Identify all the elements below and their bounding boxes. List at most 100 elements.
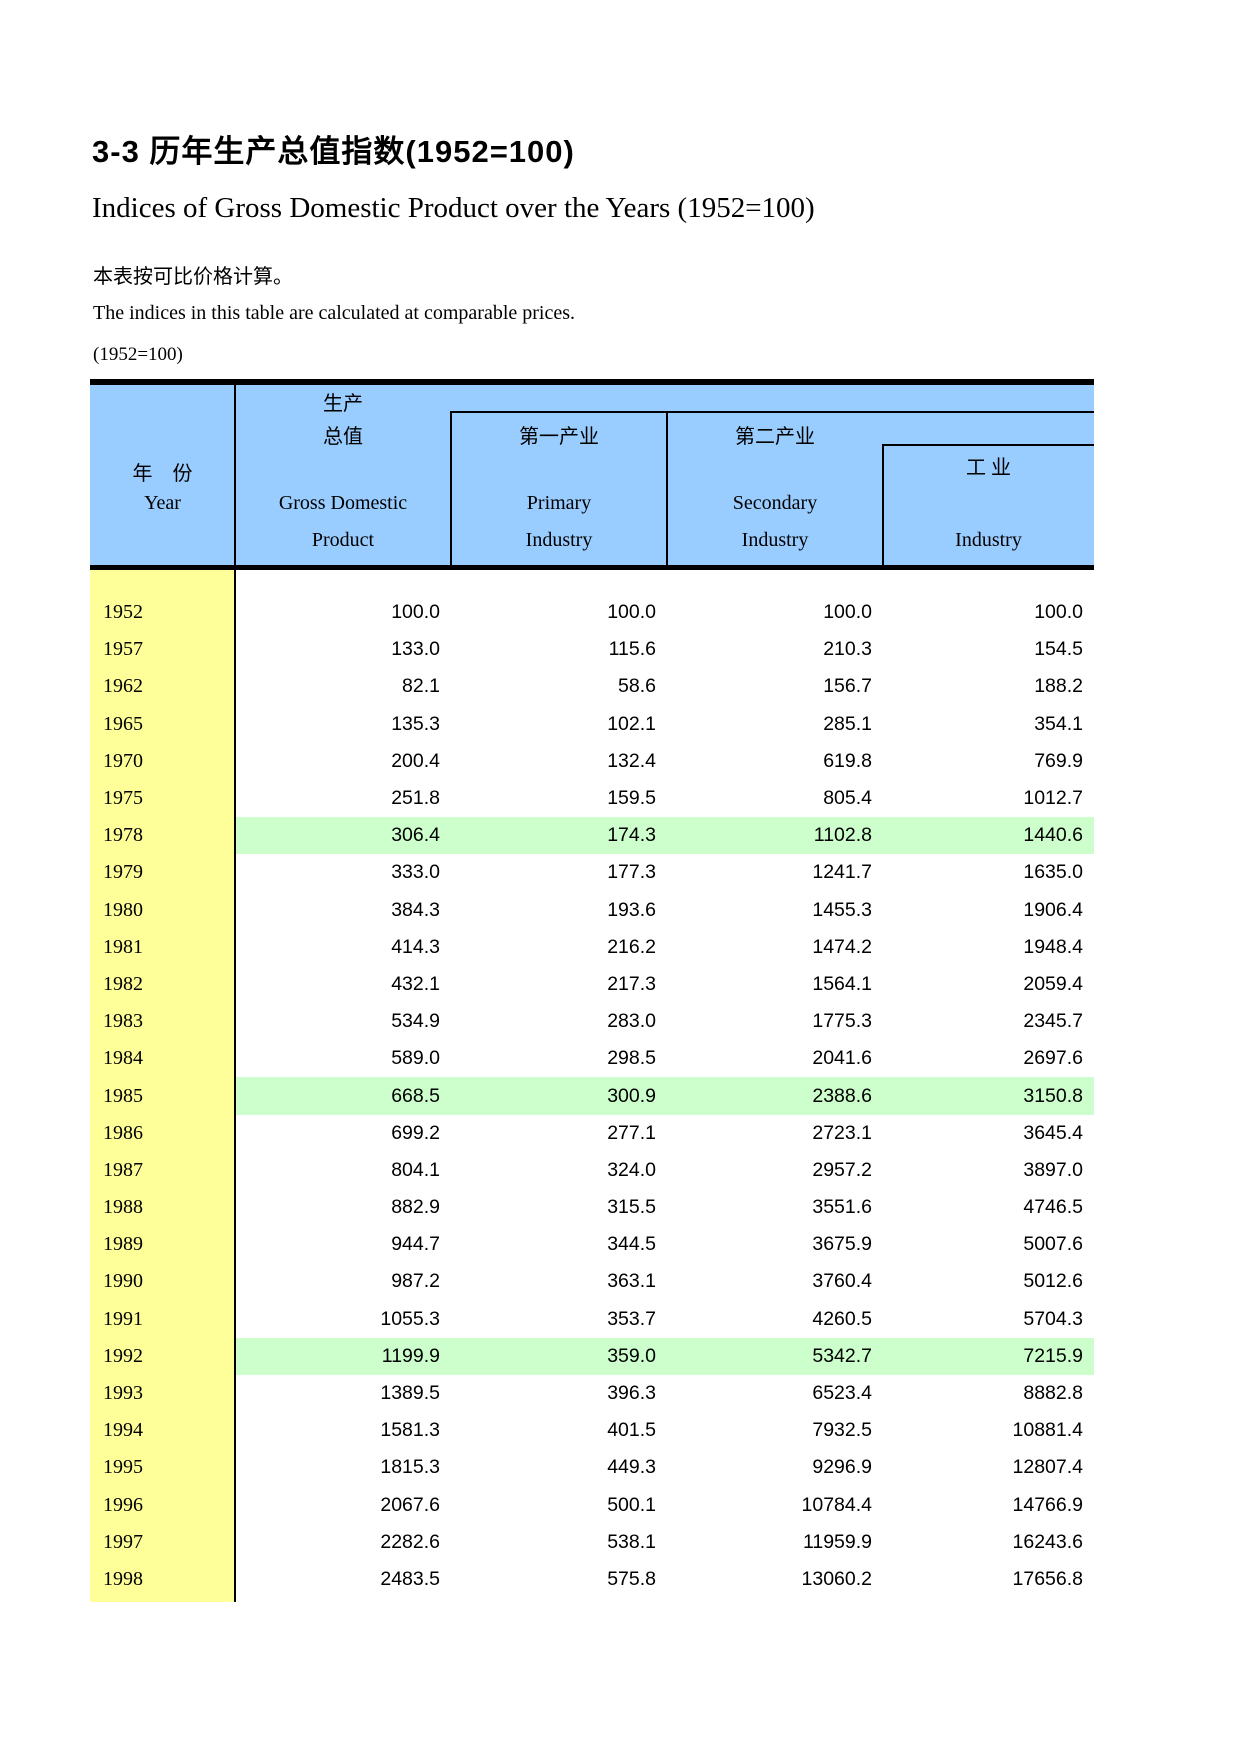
industry-box-top-line [883,444,1094,446]
gdp-value-cell: 251.8 [391,787,440,810]
secondary-industry-value-cell: 3760.4 [812,1270,872,1293]
year-cell: 1991 [103,1307,143,1330]
year-cell: 1993 [103,1382,143,1405]
year-cell: 1984 [103,1047,143,1070]
primary-industry-value-cell: 538.1 [607,1530,656,1553]
year-cell: 1987 [103,1158,143,1181]
gdp-value-cell: 987.2 [391,1270,440,1293]
industry-value-cell: 3645.4 [1023,1121,1083,1144]
year-cell: 1990 [103,1270,143,1293]
industry-value-cell: 1635.0 [1023,861,1083,884]
industry-value-cell: 7215.9 [1023,1344,1083,1367]
header-primary-en-line2: Industry [525,529,593,551]
primary-industry-value-cell: 396.3 [607,1382,656,1405]
industry-value-cell: 17656.8 [1012,1567,1084,1590]
table-row: 1962 82.1 58.6 156.7 188.2 [90,668,1094,705]
row-data-area: 534.9 283.0 1775.3 2345.7 [235,1003,1094,1040]
header-gdp-cn-line1: 生产 [323,393,363,415]
row-data-area: 384.3 193.6 1455.3 1906.4 [235,892,1094,929]
base-year-label: (1952=100) [93,344,183,365]
year-cell: 1978 [103,824,143,847]
industry-value-cell: 3897.0 [1023,1158,1083,1181]
primary-secondary-divider-line [666,411,668,565]
gdp-value-cell: 1815.3 [380,1456,440,1479]
header-gdp-en-line2: Product [311,529,375,551]
table-row: 1996 2067.6 500.1 10784.4 14766.9 [90,1487,1094,1524]
primary-industry-value-cell: 132.4 [607,749,656,772]
row-data-area: 699.2 277.1 2723.1 3645.4 [235,1115,1094,1152]
table-row: 1991 1055.3 353.7 4260.5 5704.3 [90,1301,1094,1338]
gdp-value-cell: 2282.6 [380,1530,440,1553]
year-cell: 1989 [103,1233,143,1256]
primary-industry-value-cell: 300.9 [607,1084,656,1107]
page-title-english: Indices of Gross Domestic Product over t… [92,192,815,224]
secondary-industry-value-cell: 7932.5 [812,1419,872,1442]
row-data-area: 1055.3 353.7 4260.5 5704.3 [235,1301,1094,1338]
gdp-value-cell: 200.4 [391,749,440,772]
primary-industry-value-cell: 58.6 [618,675,656,698]
row-data-area: 133.0 115.6 210.3 154.5 [235,631,1094,668]
secondary-industry-value-cell: 619.8 [823,749,872,772]
industry-value-cell: 100.0 [1034,601,1083,624]
primary-industry-value-cell: 324.0 [607,1158,656,1181]
industry-value-cell: 188.2 [1034,675,1083,698]
year-cell: 1979 [103,861,143,884]
row-data-area: 1815.3 449.3 9296.9 12807.4 [235,1449,1094,1486]
header-secondary-en-line1: Secondary [732,492,818,514]
secondary-industry-value-cell: 6523.4 [812,1382,872,1405]
secondary-industry-value-cell: 2723.1 [812,1121,872,1144]
table-row: 1995 1815.3 449.3 9296.9 12807.4 [90,1449,1094,1486]
primary-industry-value-cell: 500.1 [607,1493,656,1516]
row-data-area: 944.7 344.5 3675.9 5007.6 [235,1226,1094,1263]
table-row: 1970 200.4 132.4 619.8 769.9 [90,743,1094,780]
year-cell: 1994 [103,1419,143,1442]
header-gdp-cn-line2: 总值 [323,426,363,448]
secondary-industry-value-cell: 1102.8 [813,824,872,847]
year-cell: 1997 [103,1530,143,1553]
industry-value-cell: 3150.8 [1023,1084,1083,1107]
gdp-value-cell: 534.9 [391,1010,440,1033]
year-cell: 1995 [103,1456,143,1479]
table-row: 1984 589.0 298.5 2041.6 2697.6 [90,1040,1094,1077]
secondary-industry-value-cell: 805.4 [823,787,872,810]
industry-value-cell: 5012.6 [1023,1270,1083,1293]
year-cell: 1965 [103,712,143,735]
table-row: 1993 1389.5 396.3 6523.4 8882.8 [90,1375,1094,1412]
table-row: 1981 414.3 216.2 1474.2 1948.4 [90,929,1094,966]
gdp-value-cell: 2067.6 [380,1493,440,1516]
year-cell: 1981 [103,935,143,958]
row-data-area: 1581.3 401.5 7932.5 10881.4 [235,1412,1094,1449]
industry-value-cell: 5007.6 [1023,1233,1083,1256]
year-column-background [90,570,235,1602]
table-body: 1952 100.0 100.0 100.0 100.0 1957 133.0 … [90,570,1094,1602]
year-cell: 1985 [103,1084,143,1107]
primary-industry-value-cell: 193.6 [607,898,656,921]
table-row: 1998 2483.5 575.8 13060.2 17656.8 [90,1561,1094,1598]
header-primary-en-line1: Primary [526,492,592,514]
secondary-industry-value-cell: 9296.9 [812,1456,872,1479]
header-secondary-cn: 第二产业 [735,426,815,448]
row-data-area: 306.4 174.3 1102.8 1440.6 [235,817,1094,855]
year-cell: 1983 [103,1010,143,1033]
primary-industry-value-cell: 315.5 [607,1196,656,1219]
gdp-value-cell: 668.5 [391,1084,440,1107]
table-header-bottom-border [90,565,1094,570]
primary-industry-value-cell: 401.5 [607,1419,656,1442]
industry-value-cell: 2697.6 [1023,1047,1083,1070]
primary-industry-value-cell: 102.1 [607,712,656,735]
table-row: 1988 882.9 315.5 3551.6 4746.5 [90,1189,1094,1226]
table-row: 1989 944.7 344.5 3675.9 5007.6 [90,1226,1094,1263]
industry-value-cell: 8882.8 [1023,1382,1083,1405]
row-data-area: 882.9 315.5 3551.6 4746.5 [235,1189,1094,1226]
gdp-value-cell: 882.9 [391,1196,440,1219]
gdp-value-cell: 414.3 [391,935,440,958]
primary-industry-value-cell: 449.3 [607,1456,656,1479]
gdp-value-cell: 804.1 [391,1158,440,1181]
header-gdp-en-line1: Gross Domestic [278,492,408,514]
primary-industry-value-cell: 217.3 [607,972,656,995]
row-data-area: 414.3 216.2 1474.2 1948.4 [235,929,1094,966]
table-row: 1975 251.8 159.5 805.4 1012.7 [90,780,1094,817]
secondary-industry-value-cell: 1474.2 [812,935,872,958]
secondary-industry-value-cell: 11959.9 [802,1530,872,1553]
secondary-industry-value-cell: 1241.7 [812,861,872,884]
